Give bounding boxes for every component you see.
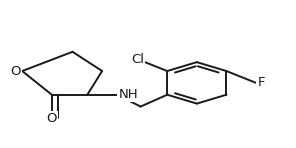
Text: O: O: [10, 65, 21, 78]
Text: F: F: [258, 76, 265, 89]
Text: NH: NH: [118, 88, 138, 101]
Text: O: O: [46, 112, 57, 125]
Text: Cl: Cl: [131, 53, 144, 66]
